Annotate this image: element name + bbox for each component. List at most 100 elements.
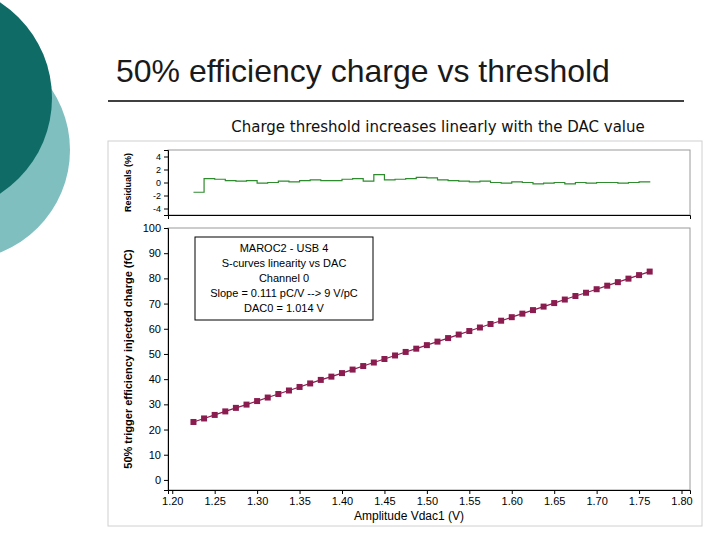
tick: 70 — [149, 298, 168, 310]
tick-label: 1.80 — [671, 495, 692, 507]
tick: 30 — [149, 398, 168, 410]
tick-mark — [554, 490, 555, 494]
data-point — [509, 314, 515, 320]
data-point — [477, 325, 483, 331]
tick-label: 4 — [156, 152, 161, 162]
data-point — [466, 328, 472, 334]
tick-label: 1.45 — [374, 495, 395, 507]
tick: 60 — [149, 323, 168, 335]
annotation: S-curves linearity vs DAC — [222, 257, 347, 269]
tick: 80 — [149, 272, 168, 284]
data-point — [594, 286, 600, 292]
tick-label: -2 — [153, 191, 161, 201]
tick-label: 70 — [149, 298, 161, 310]
data-point — [403, 349, 409, 355]
data-point — [488, 321, 494, 327]
title: 50% efficiency charge vs threshold — [116, 53, 610, 89]
tick-mark — [164, 157, 168, 158]
marks — [193, 175, 649, 193]
tick-label: 20 — [149, 424, 161, 436]
tick: 40 — [149, 373, 168, 385]
tick-mark — [164, 304, 168, 305]
x-axis: 1.201.251.301.351.401.451.501.551.601.65… — [162, 490, 693, 507]
tick-label: 0 — [156, 178, 161, 188]
tick-label: 30 — [149, 398, 161, 410]
data-point — [562, 297, 568, 303]
data-point — [541, 304, 547, 310]
tick-mark — [164, 253, 168, 254]
data-point — [381, 356, 387, 362]
tick: 1.75 — [629, 490, 650, 507]
tick-mark — [164, 404, 168, 405]
title-rule — [108, 100, 684, 102]
tick-mark — [164, 183, 168, 184]
data-line — [193, 175, 649, 193]
marks — [190, 269, 652, 425]
chart-background — [108, 141, 702, 526]
axis-line — [169, 491, 691, 495]
data-point — [434, 339, 440, 345]
y-axis-title: Residuals (%) — [123, 153, 133, 212]
tick-mark — [300, 490, 301, 494]
data-point — [604, 283, 610, 289]
tick: -4 — [153, 204, 168, 214]
tick: 1.35 — [289, 490, 310, 507]
tick: 4 — [156, 152, 168, 162]
y-axis: 0102030405060708090100 — [143, 222, 169, 490]
tick-label: 80 — [149, 272, 161, 284]
tick: 1.70 — [586, 490, 607, 507]
x-axis-title: Amplitude Vdac1 (V) — [354, 509, 464, 523]
tick-mark — [597, 490, 598, 494]
tick-label: 1.60 — [502, 495, 523, 507]
tick-label: 1.20 — [162, 495, 183, 507]
tick-label: 1.65 — [544, 495, 565, 507]
tick-mark — [215, 490, 216, 494]
data-point — [339, 370, 345, 376]
data-point — [636, 272, 642, 278]
data-point — [498, 318, 504, 324]
tick-mark — [164, 480, 168, 481]
axis-line — [169, 216, 691, 220]
tick-label: -4 — [153, 204, 161, 214]
data-line — [193, 272, 649, 422]
tick: 20 — [149, 424, 168, 436]
subtitle: Charge threshold increases linearly with… — [231, 118, 645, 136]
data-point — [371, 360, 377, 366]
panel: -4 -2 0 2 4 — [153, 150, 691, 219]
tick-mark — [639, 490, 640, 494]
data-point — [424, 342, 430, 348]
tick-mark — [172, 490, 173, 494]
tick: 2 — [156, 165, 168, 175]
x-axis — [169, 216, 691, 220]
tick-label: 100 — [143, 222, 161, 234]
tick-label: 1.70 — [586, 495, 607, 507]
tick-mark — [164, 209, 168, 210]
annotation: Channel 0 — [259, 272, 309, 284]
tick: 1.45 — [374, 490, 395, 507]
data-point — [615, 279, 621, 285]
tick: 1.60 — [502, 490, 523, 507]
plot-frame — [168, 150, 690, 215]
data-point — [392, 352, 398, 358]
tick-mark — [164, 455, 168, 456]
data-point — [222, 408, 228, 414]
annotation: MAROC2 - USB 4 — [240, 242, 329, 254]
tick: 1.25 — [204, 490, 225, 507]
tick-label: 1.75 — [629, 495, 650, 507]
tick-mark — [164, 196, 168, 197]
data-point — [275, 391, 281, 397]
axis-line — [164, 229, 169, 491]
tick-label: 60 — [149, 323, 161, 335]
tick: -2 — [153, 191, 168, 201]
data-point — [647, 269, 653, 275]
tick-label: 10 — [149, 449, 161, 461]
annotation: DAC0 = 1.014 V — [244, 302, 324, 314]
data-point — [456, 332, 462, 338]
tick: 1.40 — [332, 490, 353, 507]
data-point — [350, 367, 356, 373]
data-point — [519, 311, 525, 317]
y-axis-title: 50% trigger efficiency injected charge (… — [122, 249, 134, 469]
data-point — [190, 419, 196, 425]
data-point — [254, 398, 260, 404]
tick-mark — [164, 170, 168, 171]
